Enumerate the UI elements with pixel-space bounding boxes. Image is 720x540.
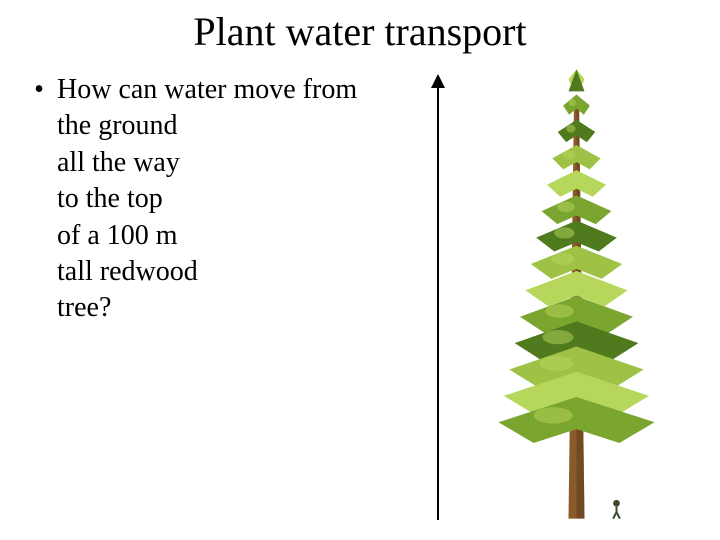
tree-icon (450, 60, 680, 528)
bullet-line: tree? (57, 292, 111, 323)
upward-arrow (428, 74, 448, 520)
bullet-line: the ground (57, 110, 178, 141)
redwood-tree-illustration (450, 60, 680, 528)
bullet-line: of a 100 m (57, 220, 178, 251)
bullet-line: to the top (57, 183, 163, 214)
slide: Plant water transport • How can water mo… (0, 0, 720, 540)
bullet-line: tall redwood (57, 256, 198, 287)
bullet-text: How can water move from the ground all t… (57, 72, 357, 327)
arrow-icon (428, 74, 448, 520)
bullet-block: • How can water move from the ground all… (28, 72, 428, 327)
bullet-marker: • (28, 72, 50, 108)
slide-title: Plant water transport (0, 8, 720, 55)
bullet-line: How can water move from (57, 74, 357, 105)
bullet-line: all the way (57, 147, 180, 178)
